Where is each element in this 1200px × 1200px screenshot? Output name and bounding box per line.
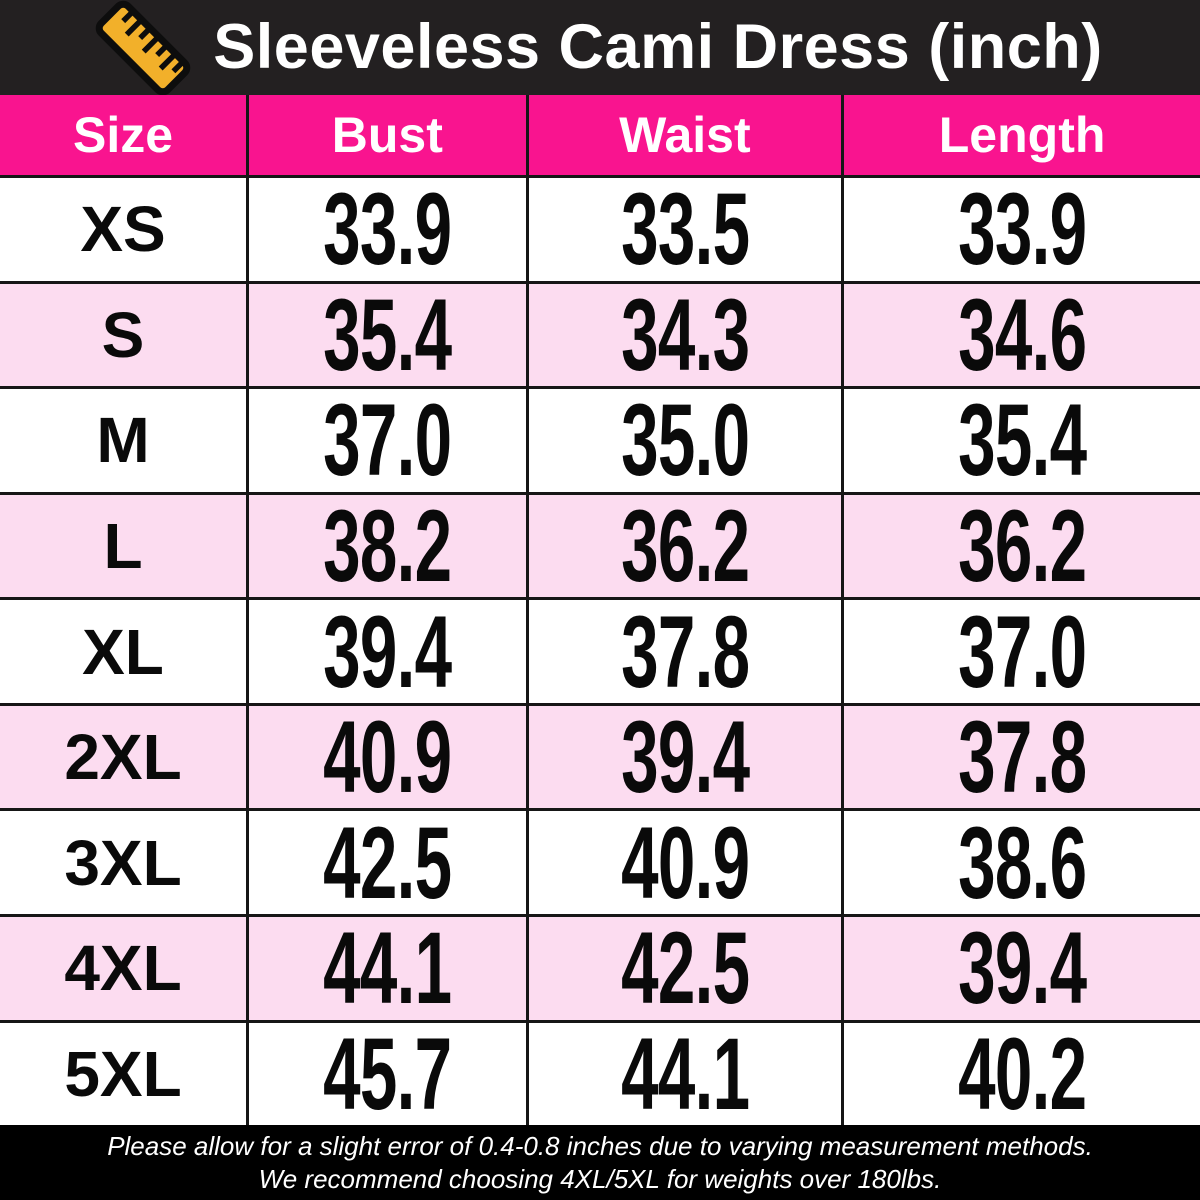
- measurement-value: 40.2: [957, 1022, 1087, 1126]
- measurement-value: 38.6: [957, 811, 1087, 914]
- size-label-cell: 2XL: [0, 706, 246, 809]
- measurement-value: 37.0: [957, 600, 1087, 703]
- size-label-cell: 3XL: [0, 811, 246, 914]
- measurement-cell: 37.0: [246, 389, 526, 492]
- footer-line-1: Please allow for a slight error of 0.4-0…: [107, 1130, 1093, 1161]
- measurement-value: 40.9: [323, 705, 452, 809]
- measurement-value: 42.5: [323, 811, 452, 914]
- table-body: XS 33.9 33.5 33.9 S 35.4 34.3 34.6 M 37.0 35.0 35.4…: [0, 175, 1200, 1126]
- measurement-value: 38.2: [323, 494, 452, 598]
- measurement-cell: 33.9: [841, 178, 1200, 281]
- measurement-cell: 42.5: [525, 916, 842, 1020]
- table-row: 2XL 40.9 39.4 37.8: [0, 702, 1200, 809]
- measurement-value: 36.2: [957, 494, 1087, 598]
- column-header-bust: Bust: [246, 95, 526, 175]
- measurement-cell: 45.7: [246, 1022, 526, 1126]
- size-label: S: [101, 298, 145, 371]
- table-row: XL 39.4 37.8 37.0: [0, 597, 1200, 703]
- measurement-value: 37.8: [620, 600, 750, 703]
- measurement-value: 39.4: [957, 916, 1087, 1020]
- table-header-row: Size Bust Waist Length: [0, 95, 1200, 175]
- measurement-cell: 33.9: [246, 178, 526, 281]
- measurement-cell: 39.4: [525, 705, 842, 809]
- size-label: 5XL: [64, 1037, 182, 1110]
- measurement-cell: 42.5: [246, 811, 526, 914]
- measurement-value: 35.4: [323, 283, 452, 387]
- size-label-cell: 5XL: [0, 1023, 246, 1126]
- table-row: L 38.2 36.2 36.2: [0, 491, 1200, 598]
- table-row: XS 33.9 33.5 33.9: [0, 175, 1200, 281]
- table-row: 3XL 42.5 40.9 38.6: [0, 808, 1200, 914]
- measurement-value: 39.4: [620, 705, 750, 809]
- size-label-cell: S: [0, 284, 246, 387]
- column-header-length: Length: [841, 95, 1200, 175]
- size-label: XL: [82, 615, 164, 688]
- measurement-value: 39.4: [323, 600, 452, 703]
- measurement-cell: 37.8: [841, 705, 1200, 809]
- measurement-value: 44.1: [620, 1022, 750, 1126]
- measurement-cell: 35.0: [525, 389, 842, 492]
- measurement-value: 40.9: [620, 811, 750, 914]
- measurement-value: 36.2: [620, 494, 750, 598]
- table-row: M 37.0 35.0 35.4: [0, 386, 1200, 492]
- measurement-cell: 33.5: [525, 178, 842, 281]
- measurement-value: 35.0: [620, 389, 750, 492]
- size-label-cell: M: [0, 389, 246, 492]
- measurement-value: 45.7: [323, 1022, 452, 1126]
- measurement-cell: 39.4: [841, 916, 1200, 1020]
- title-bar: Sleeveless Cami Dress (inch): [0, 0, 1200, 95]
- measurement-cell: 38.2: [246, 494, 526, 598]
- measurement-cell: 35.4: [841, 389, 1200, 492]
- measurement-cell: 40.9: [525, 811, 842, 914]
- measurement-cell: 36.2: [841, 494, 1200, 598]
- size-label-cell: 4XL: [0, 917, 246, 1020]
- measurement-cell: 37.0: [841, 600, 1200, 703]
- column-header-label: Size: [72, 107, 174, 163]
- measurement-cell: 35.4: [246, 283, 526, 387]
- ruler-icon: [87, 0, 199, 95]
- measurement-value: 42.5: [620, 916, 750, 1020]
- table-row: 5XL 45.7 44.1 40.2: [0, 1019, 1200, 1126]
- measurement-value: 35.4: [957, 389, 1087, 492]
- measurement-cell: 34.3: [525, 283, 842, 387]
- size-label: 2XL: [64, 721, 182, 794]
- size-label-cell: XL: [0, 600, 246, 703]
- column-header-waist: Waist: [525, 95, 842, 175]
- footer-note: Please allow for a slight error of 0.4-0…: [0, 1125, 1200, 1200]
- size-label: 4XL: [64, 932, 182, 1005]
- measurement-value: 33.9: [323, 178, 452, 281]
- measurement-cell: 44.1: [525, 1022, 842, 1126]
- size-label: M: [96, 404, 150, 477]
- size-label-cell: L: [0, 495, 246, 598]
- measurement-cell: 34.6: [841, 283, 1200, 387]
- table-row: 4XL 44.1 42.5 39.4: [0, 913, 1200, 1020]
- size-label: XS: [80, 193, 166, 266]
- footer-line-2: We recommend choosing 4XL/5XL for weight…: [258, 1163, 942, 1194]
- measurement-value: 34.6: [957, 283, 1087, 387]
- measurement-cell: 40.2: [841, 1022, 1200, 1126]
- measurement-value: 33.9: [957, 178, 1087, 281]
- measurement-value: 44.1: [323, 916, 452, 1020]
- measurement-cell: 36.2: [525, 494, 842, 598]
- table-row: S 35.4 34.3 34.6: [0, 280, 1200, 387]
- measurement-cell: 37.8: [525, 600, 842, 703]
- column-header-label: Bust: [331, 107, 443, 163]
- size-table: Size Bust Waist Length XS 33.9 33.5 33.9 S 35…: [0, 95, 1200, 1126]
- measurement-value: 33.5: [620, 178, 750, 281]
- measurement-value: 37.8: [957, 705, 1087, 809]
- measurement-cell: 44.1: [246, 916, 526, 1020]
- measurement-value: 34.3: [620, 283, 750, 387]
- column-header-label: Length: [938, 107, 1106, 163]
- page-title: Sleeveless Cami Dress (inch): [213, 12, 1103, 82]
- measurement-cell: 40.9: [246, 705, 526, 809]
- size-label: 3XL: [64, 826, 182, 899]
- size-label-cell: XS: [0, 178, 246, 281]
- measurement-cell: 39.4: [246, 600, 526, 703]
- column-header-size: Size: [0, 95, 246, 175]
- size-label: L: [103, 509, 143, 582]
- measurement-cell: 38.6: [841, 811, 1200, 914]
- column-header-label: Waist: [619, 107, 751, 163]
- measurement-value: 37.0: [323, 389, 452, 492]
